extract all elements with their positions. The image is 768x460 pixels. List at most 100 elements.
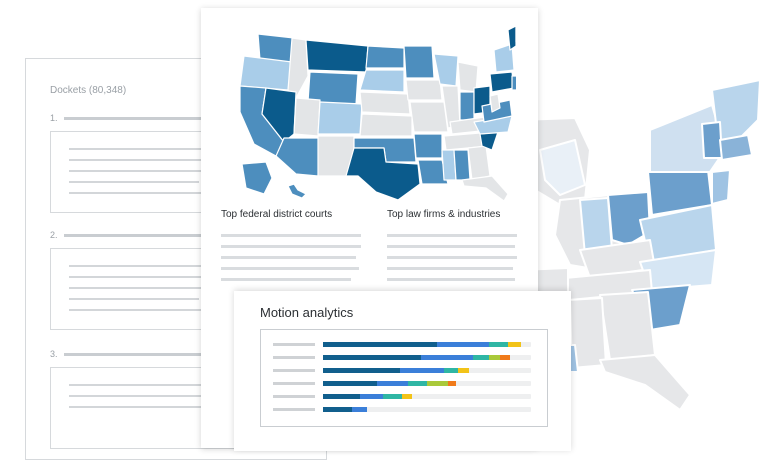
- motion-row-bar[interactable]: [323, 381, 531, 386]
- motion-bar-segment: [352, 407, 367, 412]
- firms-list-item[interactable]: [387, 256, 517, 259]
- bg-state-fl: [599, 354, 691, 411]
- motion-bar-segment: [489, 355, 500, 360]
- state-ga: [467, 145, 491, 181]
- motion-bar-segment: [427, 381, 448, 386]
- state-co: [317, 101, 363, 135]
- motion-bar-segment: [458, 368, 469, 373]
- top-firms-heading: Top law firms & industries: [387, 209, 501, 220]
- state-pa: [489, 71, 515, 93]
- motion-bar-segment: [383, 394, 403, 399]
- background-us-map: [519, 79, 761, 411]
- docket-header-line: [64, 117, 264, 120]
- text-line: [69, 170, 219, 172]
- motion-bar-segment: [472, 355, 490, 360]
- dockets-title: Dockets (80,348): [50, 85, 127, 96]
- text-line: [69, 192, 214, 194]
- motion-row-bar[interactable]: [323, 368, 531, 373]
- state-nd: [365, 45, 405, 69]
- state-va: [481, 99, 513, 123]
- motion-row-label: [273, 382, 315, 385]
- docket-header-line: [64, 353, 264, 356]
- motion-bar-segment: [489, 342, 509, 347]
- motion-bar-segment: [443, 368, 459, 373]
- motion-bar-segment: [408, 381, 427, 386]
- text-line: [69, 298, 199, 300]
- bg-state-ga: [599, 291, 656, 361]
- state-in: [459, 91, 475, 121]
- motion-row-bar[interactable]: [323, 407, 531, 412]
- firms-list-item[interactable]: [387, 234, 517, 237]
- motion-analytics-card: Motion analytics: [234, 291, 571, 451]
- state-tx: [345, 147, 421, 201]
- docket-number: 3.: [50, 349, 58, 359]
- state-ak: [241, 161, 273, 195]
- courts-list-item[interactable]: [221, 267, 359, 270]
- motion-bar-segment: [323, 342, 438, 347]
- docket-header-line: [64, 234, 264, 237]
- top-courts-heading: Top federal district courts: [221, 209, 333, 220]
- courts-list-item[interactable]: [221, 234, 361, 237]
- courts-list-item[interactable]: [221, 256, 356, 259]
- docket-number: 1.: [50, 113, 58, 123]
- state-ar: [413, 133, 443, 159]
- docket-number: 2.: [50, 230, 58, 240]
- state-nj: [511, 75, 516, 91]
- state-mt: [305, 39, 369, 73]
- text-line: [69, 265, 219, 267]
- state-ny: [493, 43, 515, 73]
- bg-state-nj: [711, 169, 731, 205]
- motion-bar-segment: [323, 407, 353, 412]
- motion-row-label: [273, 356, 315, 359]
- motion-bar-segment: [323, 355, 421, 360]
- firms-list-item[interactable]: [387, 245, 515, 248]
- firms-list-item[interactable]: [387, 278, 515, 281]
- bg-state-wi: [539, 139, 586, 196]
- motion-bar-segment: [420, 355, 473, 360]
- firms-list-item[interactable]: [387, 267, 513, 270]
- state-al: [453, 149, 471, 181]
- courts-list-item[interactable]: [221, 245, 361, 248]
- motion-analytics-panel: [260, 329, 548, 427]
- motion-analytics-title: Motion analytics: [260, 305, 354, 320]
- motion-bar-segment: [447, 381, 457, 386]
- state-id: [287, 37, 309, 99]
- motion-row-bar[interactable]: [323, 394, 531, 399]
- state-ia: [405, 79, 443, 101]
- motion-row-bar[interactable]: [323, 342, 531, 347]
- text-line: [69, 181, 199, 183]
- motion-bar-segment: [508, 342, 521, 347]
- state-new-england: [507, 25, 516, 51]
- text-line: [69, 395, 209, 397]
- motion-bar-segment: [399, 368, 444, 373]
- motion-bar-segment: [377, 381, 409, 386]
- motion-row-label: [273, 408, 315, 411]
- text-line: [69, 287, 219, 289]
- state-ut: [293, 97, 321, 137]
- courts-list-item[interactable]: [221, 278, 351, 281]
- state-wa: [257, 33, 295, 63]
- motion-bar-segment: [360, 394, 384, 399]
- state-ne: [359, 91, 411, 115]
- motion-row-label: [273, 369, 315, 372]
- state-wv: [489, 93, 501, 113]
- state-sd: [359, 69, 405, 93]
- state-az: [275, 137, 321, 177]
- state-hi: [287, 183, 307, 199]
- motion-bar-segment: [402, 394, 413, 399]
- motion-bar-segment: [499, 355, 511, 360]
- state-ks: [359, 113, 413, 137]
- motion-bar-segment: [323, 394, 361, 399]
- motion-row-bar[interactable]: [323, 355, 531, 360]
- text-line: [69, 309, 214, 311]
- motion-row-label: [273, 395, 315, 398]
- us-choropleth-map[interactable]: [236, 16, 516, 201]
- motion-bar-segment: [323, 368, 400, 373]
- text-line: [69, 276, 209, 278]
- text-line: [69, 148, 219, 150]
- motion-bar-segment: [437, 342, 490, 347]
- motion-row-label: [273, 343, 315, 346]
- state-mn: [403, 45, 435, 79]
- state-or: [239, 55, 293, 91]
- state-fl: [461, 175, 509, 201]
